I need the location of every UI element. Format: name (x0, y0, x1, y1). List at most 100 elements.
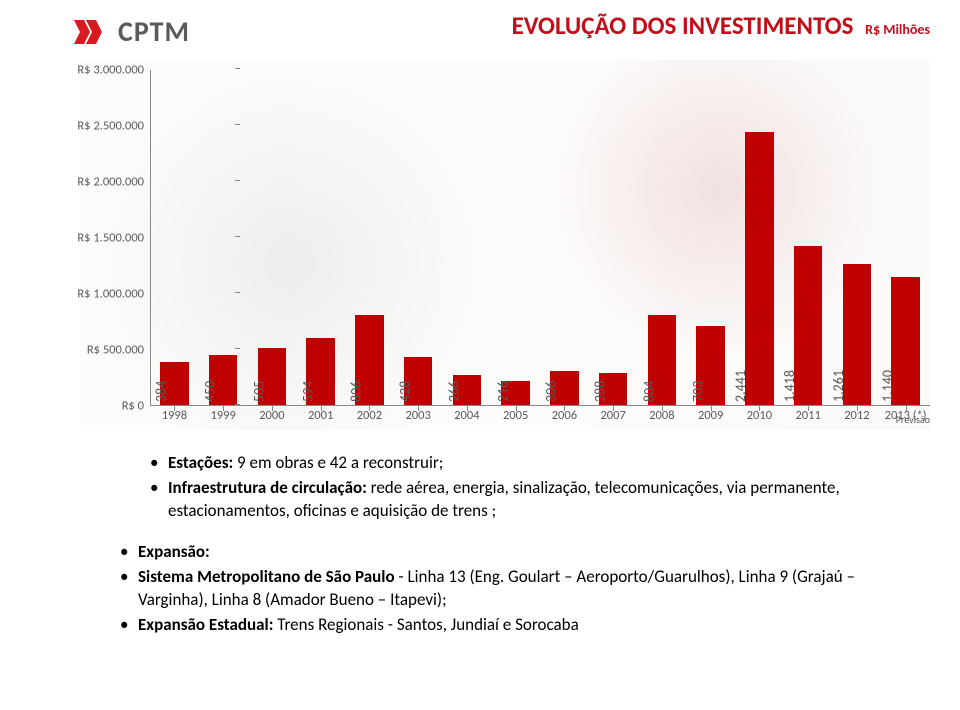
bar: 505 (258, 348, 286, 405)
x-tick-label: 2008 (638, 408, 687, 430)
x-tick-label: 2011 (784, 408, 833, 430)
bar: 2.441 (745, 132, 773, 405)
bar: 806 (355, 315, 383, 405)
bar-value-label: 428 (396, 381, 413, 402)
y-tick (235, 348, 240, 349)
header: CPTM EVOLUÇÃO DOS INVESTIMENTOS R$ Milhõ… (0, 0, 960, 56)
y-tick-label: R$ 2.500.000 (77, 119, 144, 134)
bar-slot: 804 (638, 70, 687, 405)
bar: 216 (501, 381, 529, 405)
y-tick (235, 180, 240, 181)
bar-slot: 2.441 (735, 70, 784, 405)
list-item-rest: Trens Regionais - Santos, Jundiaí e Soro… (273, 614, 578, 635)
bar-value-label: 703 (689, 381, 706, 402)
bar-slot: 806 (345, 70, 394, 405)
x-tick-label: 2003 (394, 408, 443, 430)
list-item: Estações: 9 em obras e 42 a reconstruir; (150, 452, 900, 475)
bar-slot: 266 (443, 70, 492, 405)
list-item: Infraestrutura de circulação: rede aérea… (150, 477, 900, 523)
y-tick (235, 404, 240, 405)
bar: 1.140 (891, 277, 919, 405)
x-tick-label: 2009 (686, 408, 735, 430)
logo: CPTM (64, 14, 190, 49)
bar-group: 384 450 505 594 806 428 266 216 306 288 804 703 2.44… (150, 70, 930, 405)
bar: 306 (550, 371, 578, 405)
bar: 384 (160, 362, 188, 405)
bar-slot: 1.261 (833, 70, 882, 405)
bar-slot: 450 (199, 70, 248, 405)
title-main: EVOLUÇÃO DOS INVESTIMENTOS (512, 10, 854, 41)
x-tick-label: 1998 (150, 408, 199, 430)
list-item-bold: Expansão: (138, 541, 210, 562)
title-sub: R$ Milhões (865, 21, 930, 38)
list-item-bold: Expansão Estadual: (138, 614, 273, 635)
x-tick-label: 2010 (735, 408, 784, 430)
page: CPTM EVOLUÇÃO DOS INVESTIMENTOS R$ Milhõ… (0, 0, 960, 710)
bar: 1.261 (843, 264, 871, 405)
x-tick-label: 2012 (833, 408, 882, 430)
notes-group-2: Expansão: Sistema Metropolitano de São Pa… (120, 541, 900, 637)
bar-value-label: 2.441 (732, 370, 749, 402)
y-tick (235, 68, 240, 69)
bar: 1.418 (794, 246, 822, 405)
y-axis: R$ 0R$ 500.000R$ 1.000.000R$ 1.500.000R$… (60, 70, 151, 406)
y-tick-label: R$ 500.000 (87, 343, 144, 358)
bar-slot: 306 (540, 70, 589, 405)
y-tick-label: R$ 1.500.000 (77, 231, 144, 246)
bar-slot: 384 (150, 70, 199, 405)
bar-value-label: 594 (299, 381, 316, 402)
y-tick (235, 236, 240, 237)
bar-value-label: 306 (543, 381, 560, 402)
list-item: Sistema Metropolitano de São Paulo - Lin… (120, 566, 900, 612)
bar-value-label: 450 (201, 381, 218, 402)
bar-slot: 594 (296, 70, 345, 405)
list-item-bold: Estações: (168, 452, 233, 473)
cptm-logo-icon (64, 16, 106, 48)
bar-slot: 505 (248, 70, 297, 405)
notes-group-1: Estações: 9 em obras e 42 a reconstruir;… (150, 452, 900, 523)
x-tick-label: 2007 (589, 408, 638, 430)
x-tick-label: 2000 (248, 408, 297, 430)
bar: 804 (648, 315, 676, 405)
bar: 703 (696, 326, 724, 405)
list-item-bold: Infraestrutura de circulação: (168, 477, 367, 498)
x-tick-label: 2001 (296, 408, 345, 430)
investment-chart: R$ 0R$ 500.000R$ 1.000.000R$ 1.500.000R$… (60, 70, 930, 430)
logo-text: CPTM (118, 14, 190, 49)
bar-value-label: 806 (348, 381, 365, 402)
x-tick-label: 1999 (199, 408, 248, 430)
bar-value-label: 384 (153, 381, 170, 402)
bar-slot: 428 (394, 70, 443, 405)
bar-value-label: 1.140 (879, 370, 896, 402)
list-item: Expansão: (120, 541, 900, 564)
bar-value-label: 1.418 (781, 370, 798, 402)
x-tick-label: 2002 (345, 408, 394, 430)
x-tick-label: 2006 (540, 408, 589, 430)
list-item: Expansão Estadual: Trens Regionais - San… (120, 614, 900, 637)
list-item-rest: 9 em obras e 42 a reconstruir; (233, 452, 443, 473)
y-tick-label: R$ 3.000.000 (77, 63, 144, 78)
bar-slot: 703 (686, 70, 735, 405)
bar: 288 (599, 373, 627, 405)
bar-value-label: 288 (591, 381, 608, 402)
chart-footnote: Previsão (896, 413, 930, 426)
x-axis-labels: 1998199920002001200220032004200520062007… (150, 408, 930, 430)
bar-value-label: 266 (445, 381, 462, 402)
x-tick-label: 2005 (491, 408, 540, 430)
list-item-bold: Sistema Metropolitano de São Paulo (138, 566, 395, 587)
bar-value-label: 804 (640, 381, 657, 402)
bar-value-label: 1.261 (830, 370, 847, 402)
bar-slot: 1.140 (881, 70, 930, 405)
bar-slot: 288 (589, 70, 638, 405)
bar: 594 (306, 338, 334, 405)
x-tick-label: 2004 (443, 408, 492, 430)
y-tick-label: R$ 2.000.000 (77, 175, 144, 190)
bar-slot: 216 (491, 70, 540, 405)
bar-value-label: 216 (494, 381, 511, 402)
y-tick-label: R$ 0 (122, 399, 144, 414)
bar-value-label: 505 (250, 381, 267, 402)
page-title: EVOLUÇÃO DOS INVESTIMENTOS R$ Milhões (512, 10, 930, 41)
y-tick (235, 292, 240, 293)
bar: 450 (209, 355, 237, 405)
plot-area: 384 450 505 594 806 428 266 216 306 288 804 703 2.44… (150, 70, 930, 406)
